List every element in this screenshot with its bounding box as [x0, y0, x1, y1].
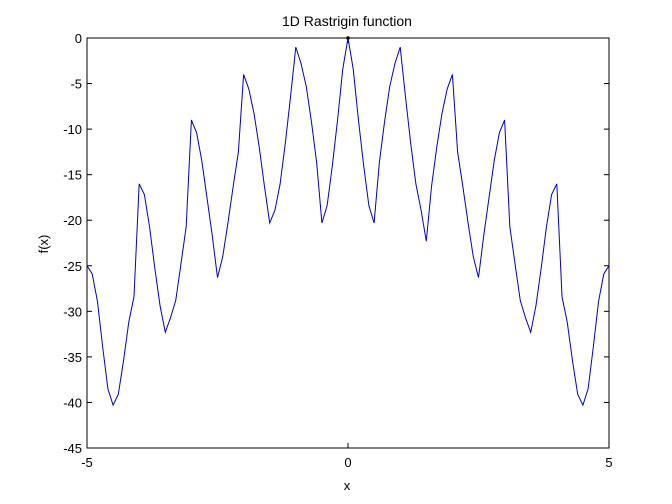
y-tick-label: -30	[63, 304, 82, 319]
chart-title: 1D Rastrigin function	[282, 13, 412, 29]
y-tick-label: -35	[63, 350, 82, 365]
y-axis-label: f(x)	[36, 235, 51, 254]
x-tick-label: 0	[344, 455, 351, 470]
y-tick-label: 0	[75, 31, 82, 46]
data-point-marker	[346, 36, 350, 40]
axis-tick-labels: -5 0 5 0 -5 -10 -15 -20 -25 -30 -35 -40 -45	[63, 31, 612, 470]
y-tick-label: -25	[63, 259, 82, 274]
y-tick-label: -40	[63, 395, 82, 410]
x-tick-label: -5	[81, 455, 93, 470]
y-tick-label: -5	[70, 77, 82, 92]
x-tick-label: 5	[605, 455, 612, 470]
y-tick-label: -20	[63, 213, 82, 228]
axis-ticks	[86, 37, 610, 449]
y-tick-label: -15	[63, 168, 82, 183]
y-tick-label: -45	[63, 441, 82, 456]
plot-area	[86, 37, 610, 449]
y-tick-label: -10	[63, 122, 82, 137]
x-axis-label: x	[344, 478, 351, 493]
